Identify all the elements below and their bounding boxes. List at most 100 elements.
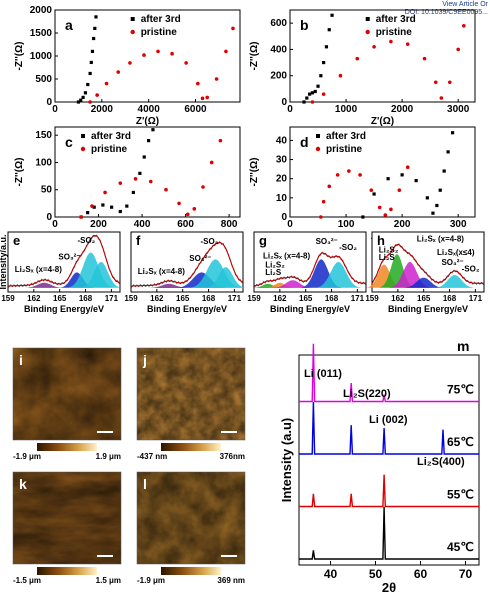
doi-link[interactable]: DOI: 10.1039/C9EE0095... <box>404 9 488 16</box>
peak-annotation: SO₃²⁻ <box>189 254 211 263</box>
y-tick-label: 0 <box>46 97 52 108</box>
data-point-after <box>93 26 97 30</box>
y-tick-label: 50 <box>41 185 53 196</box>
legend-marker <box>365 29 370 35</box>
data-point-pristine <box>177 201 181 206</box>
data-point-after <box>313 89 317 94</box>
data-point-pristine <box>372 45 376 49</box>
envelope-curve <box>253 252 366 287</box>
data-point-pristine <box>461 23 466 28</box>
peak-annotation: Li₂Sₓ (x=4-8) <box>138 267 186 276</box>
data-point-pristine <box>397 188 402 192</box>
x-axis-label: 2θ <box>382 580 396 593</box>
x-tick-label: 162 <box>391 294 405 303</box>
legend-marker <box>81 134 85 138</box>
xrd-panel-m: 75℃ 65℃ 55℃ 45℃ 40 50 60 70 2θ Intensity (a.u) m Li… <box>279 338 480 593</box>
plot-frame <box>54 126 241 218</box>
x-tick-label: 168 <box>202 294 216 303</box>
data-point-pristine <box>358 173 362 177</box>
series-label: 45℃ <box>447 540 474 554</box>
panel-letter: l <box>143 476 147 492</box>
y-axis-label: -Z''(Ω) <box>249 158 260 187</box>
panel-letter: m <box>457 338 469 354</box>
data-point-pristine <box>347 169 351 173</box>
peak-annotation: Li₂Sₓ (x=4-8) <box>15 265 63 274</box>
view-article-link[interactable]: View Article Or <box>442 1 488 8</box>
y-tick-label: 0 <box>46 212 52 223</box>
data-point-after <box>361 215 365 219</box>
colorbar-max: 1.9 μm <box>96 452 121 461</box>
x-tick-label: 60 <box>414 567 428 581</box>
plot-frame <box>298 354 480 566</box>
legend-marker <box>130 17 135 21</box>
panel-letter: b <box>300 17 309 33</box>
x-tick-label: 0 <box>287 219 293 230</box>
x-tick-label: 2000 <box>391 104 414 115</box>
x-tick-label: 600 <box>177 219 194 230</box>
xrd-pattern <box>299 474 479 508</box>
y-axis-label: Intensity (a.u) <box>279 418 294 503</box>
data-point-pristine <box>104 81 109 86</box>
height-colorbar <box>37 567 97 575</box>
envelope-curve <box>131 242 244 287</box>
data-point-pristine <box>128 61 132 65</box>
legend-marker <box>316 134 320 138</box>
y-tick-label: 200 <box>270 71 287 82</box>
header-links: View Article Or DOI: 10.1039/C9EE0095... <box>405 1 488 17</box>
colorbar-min: -437 nm <box>137 452 167 461</box>
fit-peak <box>23 282 65 288</box>
data-point-after <box>151 128 155 132</box>
peak-annotation: -SO₂ <box>339 243 357 252</box>
x-tick-label: 0 <box>287 104 293 115</box>
data-point-pristine <box>433 80 438 85</box>
panel-letter: d <box>300 134 309 150</box>
peak-annotation: Li₂S <box>265 268 282 277</box>
panel-letter: f <box>136 233 141 248</box>
x-tick-label: 159 <box>124 294 138 303</box>
data-point-after <box>450 131 455 135</box>
x-tick-label: 70 <box>459 567 473 581</box>
peak-annotation: Li₂S₂ <box>379 245 399 254</box>
data-point-after <box>86 211 90 215</box>
data-point-after <box>88 71 92 76</box>
data-point-after <box>310 91 315 95</box>
x-tick-label: 2000 <box>91 104 114 115</box>
data-point-after <box>109 205 114 209</box>
x-tick-label: 165 <box>53 294 67 303</box>
data-point-pristine <box>196 81 200 86</box>
x-tick-label: 162 <box>273 294 287 303</box>
afm-image-i: i -1.9 μm 1.9 μm <box>12 347 122 461</box>
data-point-after <box>319 74 323 78</box>
legend-label: after 3rd <box>326 131 366 142</box>
data-point-after <box>90 49 95 53</box>
x-tick-label: 162 <box>27 294 41 303</box>
data-point-after <box>101 203 105 207</box>
data-point-pristine <box>405 42 410 46</box>
x-tick-label: 300 <box>450 219 467 230</box>
y-tick-label: 400 <box>270 44 287 55</box>
legend-label: after 3rd <box>376 14 416 25</box>
xrd-pattern <box>299 343 479 403</box>
data-point-pristine <box>88 100 92 104</box>
data-point-after <box>400 173 404 177</box>
data-point-pristine <box>148 179 153 184</box>
peak-annotation: SO₃²⁻ <box>441 258 463 267</box>
data-point-pristine <box>377 205 382 210</box>
panel-letter: k <box>19 476 27 492</box>
afm-image-l: l -1.9 μm 369 nm <box>136 471 246 585</box>
legend-marker <box>130 29 135 35</box>
legend-marker <box>365 17 370 21</box>
data-point-after <box>86 82 90 87</box>
x-tick-label: 171 <box>105 294 119 303</box>
data-point-pristine <box>369 188 374 192</box>
peak-annotation: SO₃²⁻ <box>316 237 338 246</box>
data-point-pristine <box>164 187 168 192</box>
data-point-after <box>324 45 329 49</box>
peak-label: Li₂S(220) <box>343 388 391 400</box>
legend-marker <box>315 146 321 152</box>
data-point-pristine <box>321 92 326 96</box>
